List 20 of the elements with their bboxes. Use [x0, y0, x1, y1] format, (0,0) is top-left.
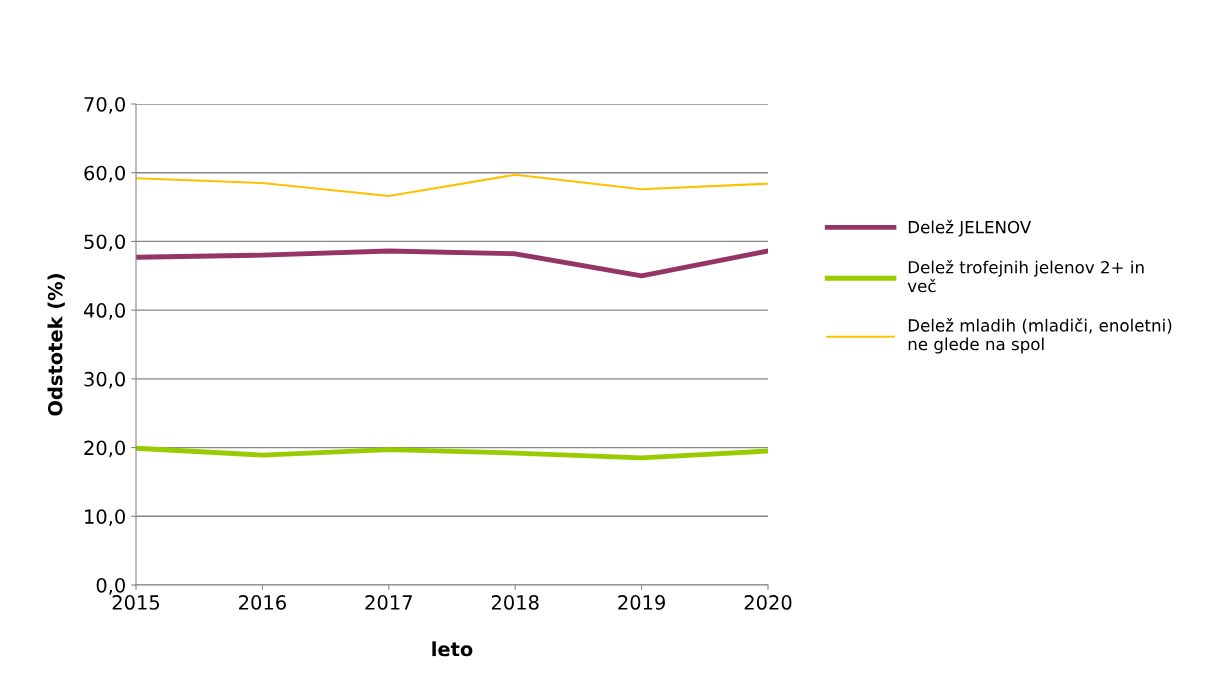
y-tick-label: 40,0 [83, 303, 125, 320]
x-tick-label: 2020 [744, 595, 792, 610]
y-tick-label: 10,0 [85, 509, 125, 526]
y-tick-label: 50,0 [84, 234, 125, 252]
x-tick-label: 2017 [365, 595, 412, 610]
y-tick-label: 70,0 [84, 96, 125, 114]
x-tick-label: 2016 [239, 595, 286, 610]
x-tick-label: 2015 [112, 595, 160, 610]
x-tick-label: 2018 [491, 595, 539, 610]
y-axis-title: Odstotek (%) [47, 274, 65, 416]
y-tick-label: 20,0 [84, 440, 125, 458]
legend-label: Delež JELENOV [908, 219, 1032, 237]
y-tick-label: 30,0 [84, 371, 125, 389]
x-axis-title: leto [432, 641, 473, 657]
legend-label: Delež trofejnih jelenov 2+ in več [907, 259, 1144, 293]
y-tick-label: 0,0 [96, 577, 125, 595]
x-tick-label: 2019 [618, 595, 665, 610]
line-series [136, 248, 768, 279]
y-tick-label: 60,0 [84, 165, 125, 183]
legend-label: Delež mladih (mladiči, enoletni) ne glede na spol [908, 318, 1172, 354]
